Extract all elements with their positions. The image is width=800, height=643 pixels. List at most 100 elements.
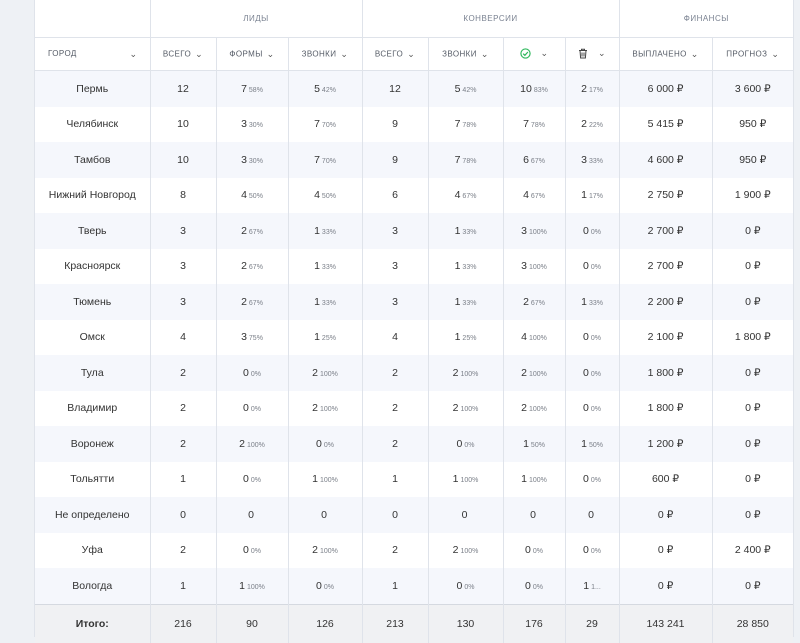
cell-forecast: 0 ₽: [712, 213, 794, 249]
cell-value: 0: [316, 579, 322, 592]
cell-value: 3: [180, 224, 186, 237]
cell-conv-calls: 2 100%: [428, 355, 504, 391]
group-header-conversions: КОНВЕРСИИ: [362, 0, 620, 38]
cell-value: Не определено: [54, 508, 130, 521]
column-header-leads-forms[interactable]: ФОРМЫ ⌄: [216, 37, 289, 71]
column-header-city[interactable]: ГОРОД ⌄: [35, 37, 151, 71]
column-header-conv-total[interactable]: ВСЕГО ⌄: [362, 37, 429, 71]
cell-value: 1 800 ₽: [647, 402, 684, 415]
cell-value: 2 750 ₽: [647, 189, 684, 202]
cell-value: 3: [392, 295, 398, 308]
chevron-down-icon: ⌄: [266, 48, 275, 59]
cell-value: 0: [588, 508, 594, 521]
cell-value: 0: [456, 579, 463, 592]
cell-forecast: 1 800 ₽: [712, 320, 793, 356]
cell-percent: 70%: [321, 157, 336, 165]
cell-percent: 100%: [528, 477, 547, 485]
cell-percent: 83%: [533, 86, 548, 94]
cell-conv-total: 6: [362, 177, 429, 213]
cell-value: Тюмень: [73, 295, 112, 308]
cell-percent: 67%: [530, 157, 545, 165]
cell-conv-total: 12: [362, 70, 429, 107]
cell-percent: 100%: [319, 548, 338, 556]
cell-paid: 1 800 ₽: [619, 355, 713, 391]
cell-value: 5: [454, 82, 461, 95]
cell-value: 2: [392, 544, 398, 557]
cell-value: 4: [523, 189, 529, 202]
cell-value: 2: [180, 402, 186, 415]
cell-value: 2: [581, 118, 587, 131]
cell-value: 1: [392, 579, 398, 592]
cell-leads-forms: 3 30%: [216, 106, 289, 142]
cell-approved: 10 83%: [503, 70, 566, 107]
table-row: Красноярск 3 2 67% 1 33% 3 1 33% 3 100% 0 0% 2 700 ₽0…: [35, 248, 793, 284]
cell-value: 2: [180, 437, 186, 450]
cell-percent: 0%: [464, 583, 475, 591]
column-header-leads-total[interactable]: ВСЕГО ⌄: [150, 37, 217, 71]
cell-declined: 3 33%: [565, 142, 620, 178]
cell-percent: 100%: [319, 370, 338, 378]
cell-percent: 0%: [590, 370, 601, 378]
cell-percent: 0%: [250, 548, 261, 556]
cell-percent: 33%: [588, 299, 603, 307]
cell-conv-calls: 0: [428, 497, 504, 533]
cell-value: 1: [521, 473, 527, 486]
cell-value: 1: [314, 295, 320, 308]
cell-city: Тамбов: [35, 142, 151, 178]
table-row: Владимир 2 0 0% 2 100% 2 2 100% 2 100% 0 0% 1 800 ₽0 …: [35, 390, 793, 426]
cell-value: 1: [312, 473, 318, 486]
cell-value: 10: [520, 82, 532, 95]
cell-percent: 25%: [462, 335, 477, 343]
column-header-forecast[interactable]: ПРОГНОЗ ⌄: [712, 37, 794, 71]
cell-value: Воронеж: [70, 437, 114, 450]
cell-value: Омск: [79, 331, 105, 344]
column-header-declined[interactable]: ⌄: [565, 37, 620, 71]
cell-value: 0: [530, 508, 536, 521]
cell-value: 3: [241, 118, 247, 131]
cell-value: Пермь: [76, 82, 109, 95]
cell-value: 1: [454, 295, 461, 308]
cell-value: 4 600 ₽: [647, 153, 684, 166]
cell-value: 1: [180, 473, 186, 486]
cell-paid: 4 600 ₽: [619, 142, 713, 178]
cell-forecast: 2 400 ₽: [712, 533, 793, 569]
cell-percent: 100%: [528, 370, 547, 378]
table-row: Вологда 1 1 100% 0 0% 1 0 0% 0 0% 1 1... 0 ₽0 ₽: [35, 568, 794, 604]
column-header-paid[interactable]: ВЫПЛАЧЕНО ⌄: [619, 37, 713, 71]
cell-leads-total: 3: [150, 248, 217, 284]
cell-value: 1: [523, 437, 529, 450]
column-header-conv-calls[interactable]: ЗВОНКИ ⌄: [428, 37, 504, 71]
column-header-approved[interactable]: ⌄: [503, 37, 566, 71]
cell-percent: 0%: [590, 406, 601, 414]
cell-value: 2: [241, 295, 247, 308]
cell-city: Тольятти: [35, 461, 151, 497]
cell-value: 9: [392, 118, 398, 131]
cell-value: 0: [583, 544, 589, 557]
cell-leads-calls: 2 100%: [288, 390, 363, 426]
cell-forecast: 1 900 ₽: [712, 178, 793, 214]
cell-leads-forms: 2 100%: [216, 426, 289, 462]
total-leads-total: 216: [150, 603, 217, 643]
cell-paid: 600 ₽: [619, 461, 713, 497]
cell-conv-calls: 1 25%: [428, 319, 504, 355]
cell-percent: 33%: [462, 228, 477, 236]
cell-percent: 0%: [532, 548, 543, 556]
cell-percent: 0%: [590, 264, 601, 272]
cell-leads-total: 2: [150, 390, 217, 426]
cell-value: 1 800 ₽: [734, 331, 771, 344]
total-leads-forms: 90: [216, 603, 289, 643]
cell-value: 1: [314, 331, 320, 344]
cell-value: 5: [314, 82, 320, 95]
cell-value: 2: [239, 437, 245, 450]
cell-percent: 70%: [321, 122, 336, 130]
cell-value: 10: [177, 153, 189, 166]
column-header-label: ЗВОНКИ: [301, 49, 337, 59]
column-header-leads-calls[interactable]: ЗВОНКИ ⌄: [288, 37, 363, 71]
cell-value: Тамбов: [74, 153, 111, 166]
cell-paid: 1 800 ₽: [619, 390, 713, 426]
cell-percent: 75%: [248, 335, 263, 343]
cell-paid: 2 100 ₽: [619, 319, 713, 355]
cell-value: 4: [241, 189, 247, 202]
cell-value: 2: [452, 402, 459, 415]
cell-percent: 67%: [530, 193, 545, 201]
